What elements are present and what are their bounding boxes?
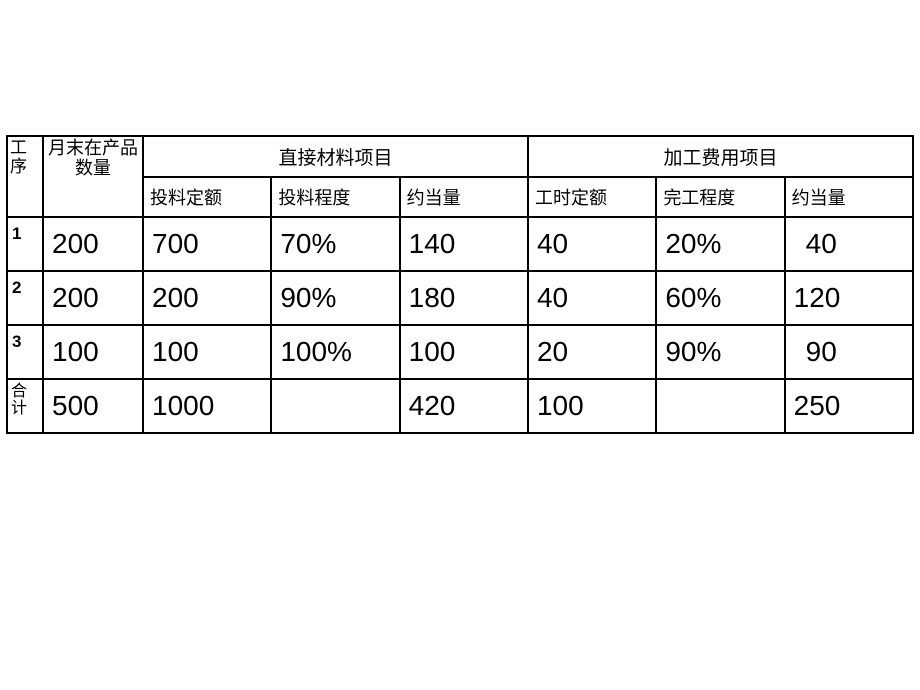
cell-yuedang-1: 420	[400, 379, 528, 433]
cell-yuedang-1: 100	[400, 325, 528, 379]
cell-yuemo: 200	[43, 217, 143, 271]
hdr-yuedang-2: 约当量	[785, 177, 913, 217]
hdr-zhijie-group: 直接材料项目	[143, 136, 528, 177]
cell-yuedang-2: 120	[785, 271, 913, 325]
cell-touliao-dinge: 1000	[143, 379, 271, 433]
cell-wangong-chengdu: 90%	[656, 325, 784, 379]
cell-touliao-dinge: 100	[143, 325, 271, 379]
row-label: 2	[7, 271, 43, 325]
hdr-touliao-dinge: 投料定额	[143, 177, 271, 217]
cell-wangong-chengdu: 20%	[656, 217, 784, 271]
cell-gongshi-dinge: 100	[528, 379, 656, 433]
table-row: 1 200 700 70% 140 40 20% 40	[7, 217, 913, 271]
cell-gongshi-dinge: 40	[528, 271, 656, 325]
header-row-2: 投料定额 投料程度 约当量 工时定额 完工程度 约当量	[7, 177, 913, 217]
cost-table: 工序 月末在产品数量 直接材料项目 加工费用项目 投料定额 投料程度 约当量 工…	[6, 135, 914, 434]
cell-yuemo: 200	[43, 271, 143, 325]
cell-wangong-chengdu: 60%	[656, 271, 784, 325]
cell-yuedang-2: 250	[785, 379, 913, 433]
hdr-gongxu: 工序	[7, 136, 43, 217]
cell-touliao-dinge: 200	[143, 271, 271, 325]
hdr-jiagong-group: 加工费用项目	[528, 136, 913, 177]
hdr-yuedang-1: 约当量	[400, 177, 528, 217]
table-row: 2 200 200 90% 180 40 60% 120	[7, 271, 913, 325]
cell-yuedang-2: 40	[785, 217, 913, 271]
cell-touliao-chengdu	[271, 379, 399, 433]
hdr-wangong-chengdu: 完工程度	[656, 177, 784, 217]
cell-gongshi-dinge: 40	[528, 217, 656, 271]
row-label: 3	[7, 325, 43, 379]
cell-touliao-dinge: 700	[143, 217, 271, 271]
cell-touliao-chengdu: 100%	[271, 325, 399, 379]
cell-gongshi-dinge: 20	[528, 325, 656, 379]
table-row: 3 100 100 100% 100 20 90% 90	[7, 325, 913, 379]
table-row-total: 合计 500 1000 420 100 250	[7, 379, 913, 433]
hdr-touliao-chengdu: 投料程度	[271, 177, 399, 217]
cell-touliao-chengdu: 90%	[271, 271, 399, 325]
cell-yuemo: 500	[43, 379, 143, 433]
cell-wangong-chengdu	[656, 379, 784, 433]
cell-touliao-chengdu: 70%	[271, 217, 399, 271]
hdr-yuemo: 月末在产品数量	[43, 136, 143, 217]
cell-yuedang-1: 180	[400, 271, 528, 325]
cell-yuedang-2: 90	[785, 325, 913, 379]
cell-yuedang-1: 140	[400, 217, 528, 271]
slide: 工序 月末在产品数量 直接材料项目 加工费用项目 投料定额 投料程度 约当量 工…	[0, 0, 920, 690]
cell-yuemo: 100	[43, 325, 143, 379]
hdr-gongshi-dinge: 工时定额	[528, 177, 656, 217]
row-label: 1	[7, 217, 43, 271]
row-label-heji: 合计	[7, 379, 43, 433]
header-row-1: 工序 月末在产品数量 直接材料项目 加工费用项目	[7, 136, 913, 177]
